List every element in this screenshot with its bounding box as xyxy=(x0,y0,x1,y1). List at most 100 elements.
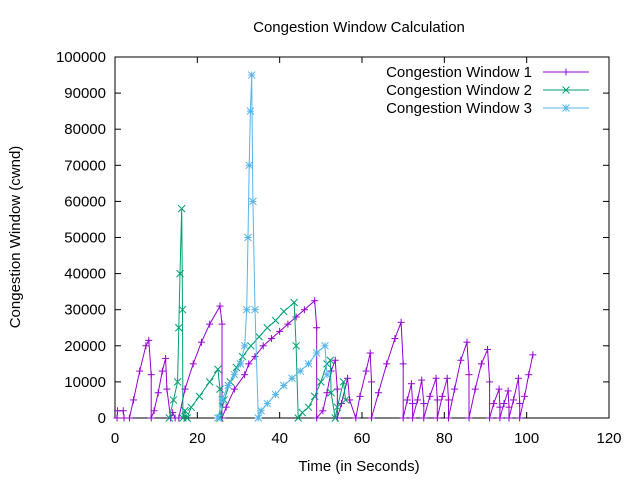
series-1-point xyxy=(337,400,345,408)
series-3-point xyxy=(246,107,255,116)
series-1-point xyxy=(367,378,375,386)
series-3-point xyxy=(236,359,245,368)
series-3-point xyxy=(304,359,313,368)
series-1-point xyxy=(367,414,375,422)
plot-frame xyxy=(114,56,610,419)
series-2-point xyxy=(331,414,340,422)
series-2-point xyxy=(205,378,214,386)
series-1-point xyxy=(311,297,319,305)
series-1-point xyxy=(432,374,440,382)
series-3-point xyxy=(218,396,226,404)
series-1-point xyxy=(505,414,513,422)
legend-label-1: Congestion Window 1 xyxy=(386,64,532,81)
series-1-point xyxy=(352,414,360,422)
series-2-point xyxy=(341,396,350,404)
series-1-point xyxy=(407,380,415,388)
series-2-point xyxy=(316,378,325,386)
x-tick-label: 40 xyxy=(271,430,288,447)
series-2-point xyxy=(326,356,335,365)
series-1-point xyxy=(113,414,121,422)
series-1-point xyxy=(147,414,155,422)
series-2-point xyxy=(181,406,189,415)
series-1-point xyxy=(426,392,434,400)
series-3-point xyxy=(263,399,272,408)
x-tick-label: 80 xyxy=(436,430,453,447)
series-1-point xyxy=(344,374,352,382)
series-1-point xyxy=(463,338,471,346)
series-1-point xyxy=(451,385,459,393)
series-1-point xyxy=(409,400,417,408)
series-1-point xyxy=(418,376,426,384)
series-1-point xyxy=(433,414,441,422)
series-1-point xyxy=(409,414,417,422)
series-3-point xyxy=(321,341,329,350)
series-1-point xyxy=(486,378,494,386)
y-axis-label: Congestion Window (cwnd) xyxy=(7,146,24,329)
series-3-point xyxy=(240,341,249,350)
series-2-point xyxy=(216,385,224,393)
y-tick-label: 70000 xyxy=(64,157,106,174)
series-layer xyxy=(113,71,537,422)
series-1-point xyxy=(284,320,292,328)
series-1-point xyxy=(471,385,479,393)
series-1-point xyxy=(420,400,428,408)
series-1-point xyxy=(457,356,465,364)
x-tick-label: 60 xyxy=(354,430,371,447)
x-tick-label: 120 xyxy=(596,430,621,447)
series-2-point xyxy=(263,323,272,332)
series-1-point xyxy=(484,345,492,353)
series-2-point xyxy=(271,316,280,325)
series-1-point xyxy=(399,414,407,422)
series-1-point xyxy=(374,389,382,397)
series-1-point xyxy=(495,385,503,393)
series-1-point xyxy=(276,327,284,335)
series-1-point xyxy=(218,320,226,328)
y-axis: 0 10000 20000 30000 40000 50000 60000 70000 8000… xyxy=(56,49,609,427)
series-1-point xyxy=(500,400,508,408)
series-3-point xyxy=(245,161,254,170)
series-2-point xyxy=(246,341,255,350)
series-1-point xyxy=(222,403,230,411)
series-3-point xyxy=(244,233,252,242)
series-1-point xyxy=(356,392,364,400)
series-1-point xyxy=(490,400,498,408)
series-1-point xyxy=(433,396,441,404)
series-1-point xyxy=(496,403,504,411)
series-2-point xyxy=(294,414,303,422)
series-2-point xyxy=(174,323,183,332)
series-3-point xyxy=(251,305,259,314)
series-1-point xyxy=(267,335,275,343)
series-3-point xyxy=(249,197,257,206)
series-1-point xyxy=(504,387,512,395)
series-1-point xyxy=(154,389,162,397)
series-2-point xyxy=(292,341,300,350)
series-1-point xyxy=(145,336,153,344)
chart-title: Congestion Window Calculation xyxy=(253,19,465,36)
series-2-point xyxy=(333,403,342,412)
series-2-point xyxy=(214,365,222,374)
series-1-point xyxy=(516,414,524,422)
y-tick-label: 40000 xyxy=(64,266,106,283)
series-3-point xyxy=(257,406,265,415)
series-3-point xyxy=(224,381,233,390)
x-tick-label: 0 xyxy=(111,430,119,447)
series-1-point xyxy=(147,371,155,379)
x-tick-label: 20 xyxy=(189,430,206,447)
series-1-point xyxy=(333,385,341,393)
series-1-point xyxy=(420,414,428,422)
series-1-point xyxy=(496,414,504,422)
series-1-point xyxy=(521,392,529,400)
series-1-point xyxy=(477,360,485,368)
series-2-point xyxy=(183,414,191,422)
series-2-point xyxy=(178,305,187,314)
series-1-point xyxy=(505,403,513,411)
series-1-point xyxy=(331,356,339,364)
series-1-point xyxy=(397,318,405,326)
series-1-point xyxy=(163,385,171,393)
series-1-point xyxy=(206,320,214,328)
legend-marker-3 xyxy=(562,104,570,112)
series-3 xyxy=(214,71,331,422)
y-tick-label: 0 xyxy=(98,410,106,427)
series-3-point xyxy=(247,71,256,79)
series-1-point xyxy=(516,400,524,408)
